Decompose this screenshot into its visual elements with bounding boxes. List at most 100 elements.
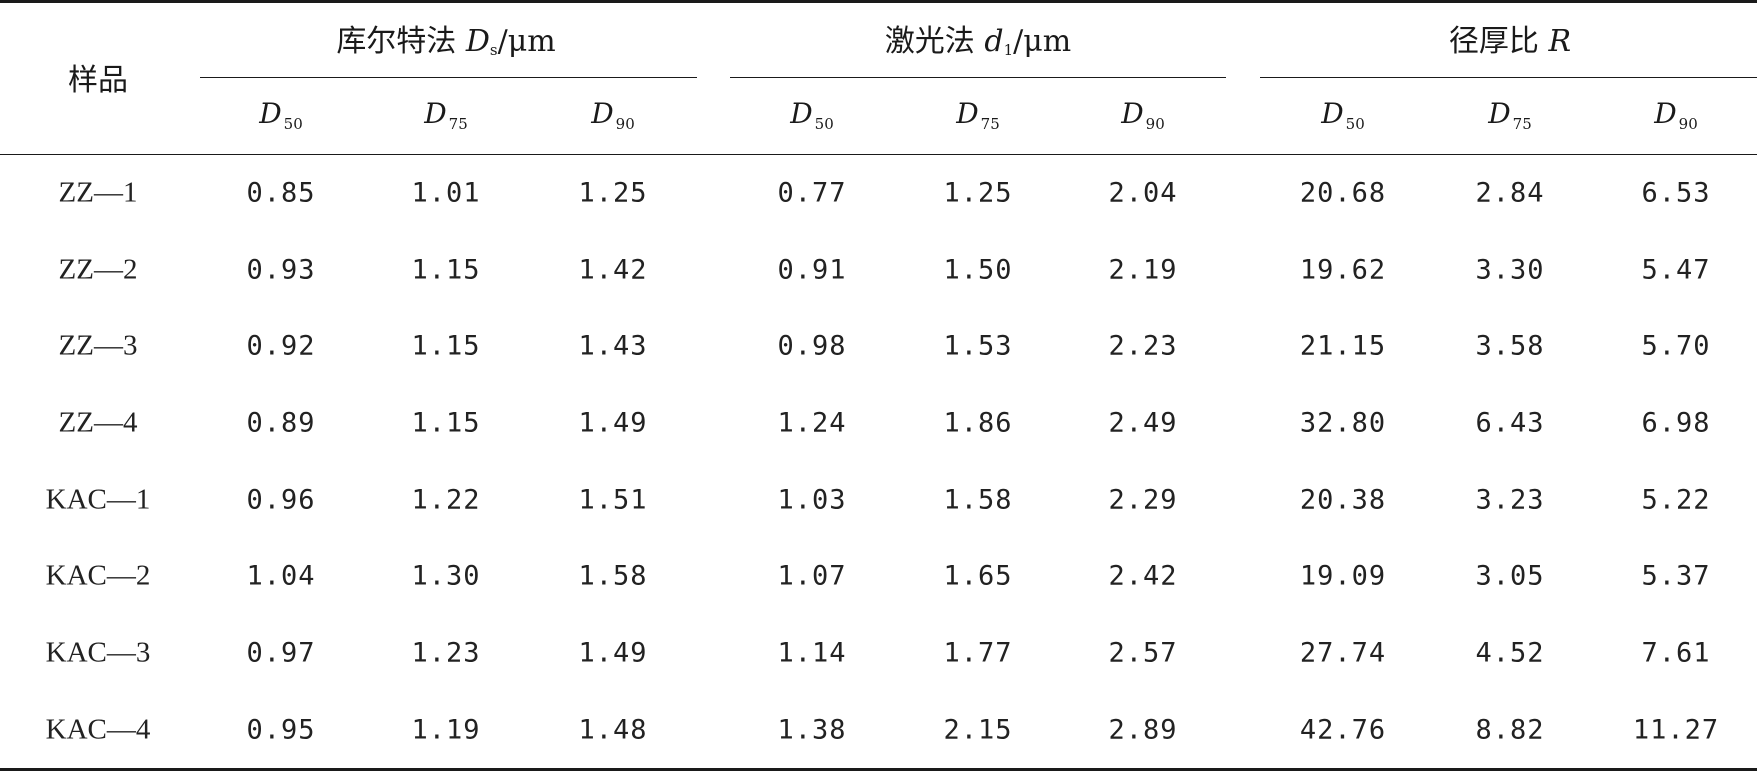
group-name: 径厚比 [1448, 24, 1549, 59]
column-header-symbol: D [1488, 97, 1511, 130]
sample-cell: ZZ—4 [58, 406, 138, 439]
sample-cell: ZZ—1 [58, 176, 138, 209]
value-cell: 21.15 [1299, 330, 1387, 362]
sample-cell: KAC—3 [45, 636, 151, 669]
value-cell: 2.42 [1108, 560, 1178, 592]
column-header: D 90 [591, 97, 635, 133]
value-cell: 2.89 [1108, 714, 1178, 746]
value-cell: 1.50 [943, 254, 1013, 286]
group-unit: /μm [1013, 24, 1072, 59]
column-header-symbol: D [591, 97, 614, 130]
value-cell: 1.30 [411, 560, 481, 592]
value-cell: 11.27 [1632, 714, 1720, 746]
value-cell: 3.05 [1475, 560, 1545, 592]
value-cell: 0.93 [246, 254, 316, 286]
value-cell: 6.53 [1641, 177, 1711, 209]
value-cell: 2.29 [1108, 484, 1178, 516]
column-header-symbol: D [1121, 97, 1144, 130]
column-header-subscript: 50 [283, 115, 303, 133]
sample-cell: KAC—2 [45, 559, 151, 592]
value-cell: 1.14 [777, 637, 847, 669]
value-cell: 1.03 [777, 484, 847, 516]
value-cell: 0.91 [777, 254, 847, 286]
value-cell: 1.23 [411, 637, 481, 669]
value-cell: 5.70 [1641, 330, 1711, 362]
value-cell: 6.43 [1475, 407, 1545, 439]
column-header-symbol: D [956, 97, 979, 130]
value-cell: 1.49 [578, 407, 648, 439]
column-header-symbol: D [1321, 97, 1344, 130]
value-cell: 1.86 [943, 407, 1013, 439]
value-cell: 3.23 [1475, 484, 1545, 516]
value-cell: 1.24 [777, 407, 847, 439]
group-name: 激光法 [884, 24, 985, 59]
column-header: D 50 [1321, 97, 1365, 133]
column-header-subscript: 75 [980, 115, 1000, 133]
column-header-subscript: 90 [1145, 115, 1165, 133]
value-cell: 20.68 [1299, 177, 1387, 209]
group-rule [1260, 77, 1757, 78]
group-symbol: R [1548, 24, 1572, 59]
value-cell: 5.22 [1641, 484, 1711, 516]
group-header: 激光法 d1/μm [885, 16, 1071, 60]
value-cell: 1.38 [777, 714, 847, 746]
sample-cell: KAC—4 [45, 713, 151, 746]
group-header: 径厚比 R [1449, 16, 1571, 60]
group-symbol-subscript: 1 [1003, 41, 1014, 59]
value-cell: 2.49 [1108, 407, 1178, 439]
value-cell: 1.04 [246, 560, 316, 592]
value-cell: 1.25 [578, 177, 648, 209]
value-cell: 1.53 [943, 330, 1013, 362]
value-cell: 0.96 [246, 484, 316, 516]
value-cell: 1.25 [943, 177, 1013, 209]
value-cell: 0.98 [777, 330, 847, 362]
value-cell: 4.52 [1475, 637, 1545, 669]
column-header: D 75 [956, 97, 1000, 133]
value-cell: 1.22 [411, 484, 481, 516]
value-cell: 0.95 [246, 714, 316, 746]
column-header-subscript: 90 [1678, 115, 1698, 133]
group-name: 库尔特法 [336, 24, 466, 59]
value-cell: 1.51 [578, 484, 648, 516]
value-cell: 1.19 [411, 714, 481, 746]
column-header: D 75 [424, 97, 468, 133]
value-cell: 1.01 [411, 177, 481, 209]
column-header-symbol: D [1654, 97, 1677, 130]
sample-cell: ZZ—2 [58, 253, 138, 286]
value-cell: 6.98 [1641, 407, 1711, 439]
value-cell: 0.89 [246, 407, 316, 439]
value-cell: 5.37 [1641, 560, 1711, 592]
column-header-subscript: 75 [448, 115, 468, 133]
value-cell: 19.62 [1299, 254, 1387, 286]
group-symbol: d [984, 24, 1004, 59]
value-cell: 0.77 [777, 177, 847, 209]
value-cell: 1.15 [411, 254, 481, 286]
value-cell: 0.97 [246, 637, 316, 669]
sample-cell: ZZ—3 [58, 329, 138, 362]
value-cell: 19.09 [1299, 560, 1387, 592]
value-cell: 1.15 [411, 330, 481, 362]
value-cell: 3.30 [1475, 254, 1545, 286]
column-header-symbol: D [790, 97, 813, 130]
value-cell: 2.15 [943, 714, 1013, 746]
bottom-rule [0, 768, 1757, 771]
group-symbol: D [465, 24, 490, 59]
value-cell: 20.38 [1299, 484, 1387, 516]
value-cell: 0.92 [246, 330, 316, 362]
column-header-symbol: D [259, 97, 282, 130]
group-unit: /μm [497, 24, 556, 59]
value-cell: 2.04 [1108, 177, 1178, 209]
sample-column-header: 样品 [68, 63, 128, 98]
value-cell: 3.58 [1475, 330, 1545, 362]
value-cell: 1.58 [578, 560, 648, 592]
value-cell: 5.47 [1641, 254, 1711, 286]
sample-cell: KAC—1 [45, 483, 151, 516]
value-cell: 1.77 [943, 637, 1013, 669]
column-header-symbol: D [424, 97, 447, 130]
group-symbol-subscript: s [489, 41, 498, 59]
column-header: D 50 [259, 97, 303, 133]
value-cell: 0.85 [246, 177, 316, 209]
column-header-subscript: 50 [1345, 115, 1365, 133]
column-header-subscript: 50 [814, 115, 834, 133]
column-header-subscript: 75 [1512, 115, 1532, 133]
